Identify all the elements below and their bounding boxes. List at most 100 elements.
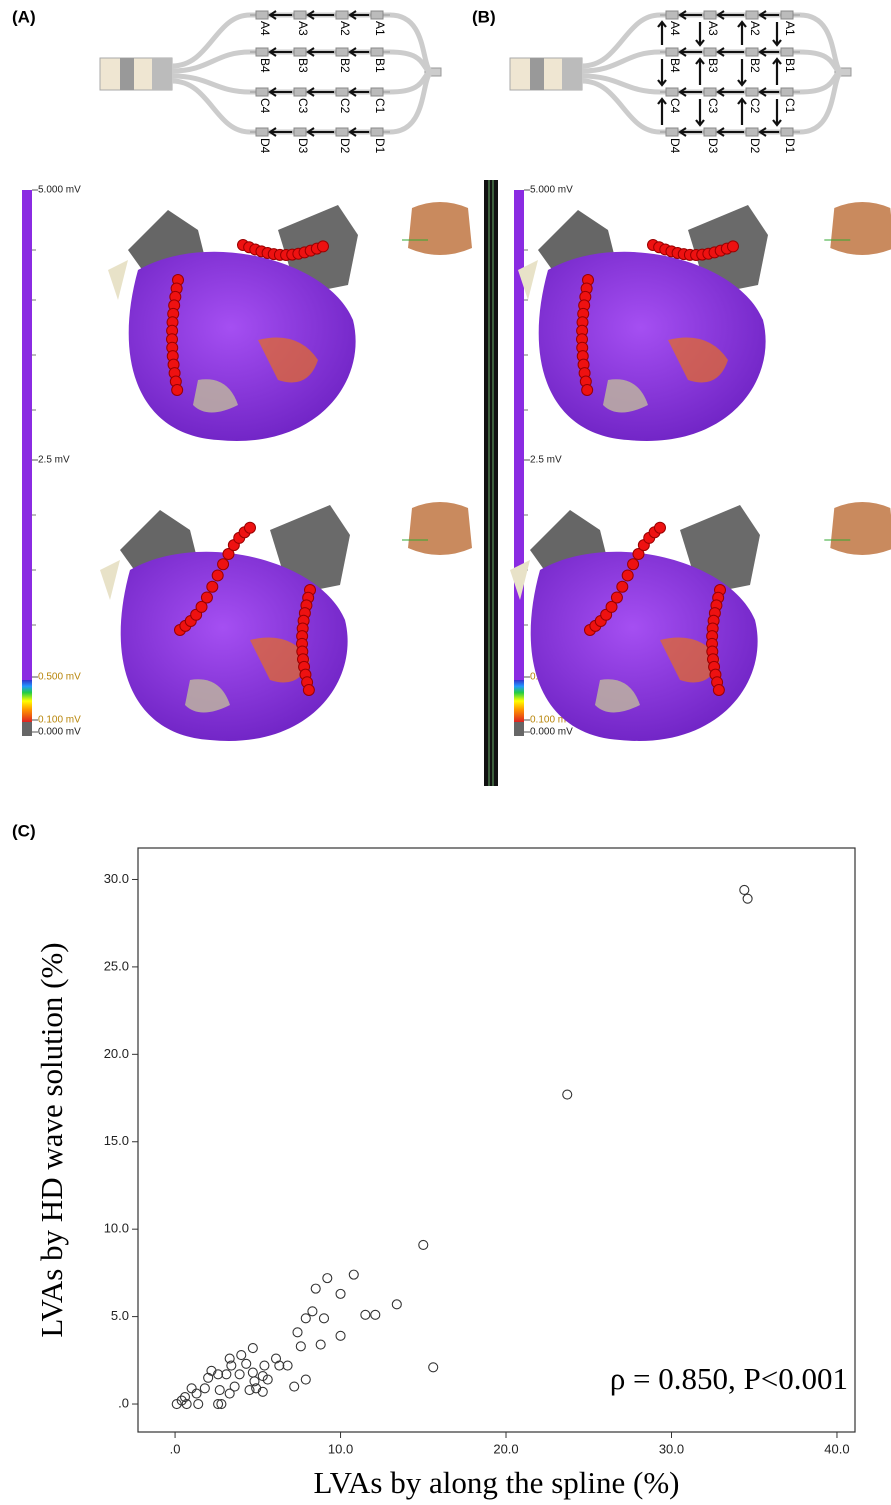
electrode-label: A2: [338, 21, 352, 36]
electrode-label: C2: [748, 98, 762, 114]
electrode: [371, 88, 383, 96]
ablation-point: [622, 570, 633, 581]
electrode: [294, 11, 306, 19]
electrode: [294, 128, 306, 136]
torso-icon: [408, 502, 472, 555]
ablation-point: [212, 570, 223, 581]
x-tick-label: 10.0: [328, 1441, 353, 1456]
colorbar: [22, 722, 32, 736]
colorbar-label: 0.100 mV: [38, 715, 81, 726]
colorbar-label: 0.000 mV: [38, 727, 81, 738]
electrode: [666, 11, 678, 19]
x-tick-label: 20.0: [493, 1441, 518, 1456]
ablation-point: [713, 685, 724, 696]
electrode: [781, 11, 793, 19]
electrode-label: B4: [668, 58, 682, 73]
panel-label: (C): [12, 821, 36, 840]
electrode-label: C1: [783, 98, 797, 114]
electrode-label: D2: [338, 138, 352, 154]
electrode-label: D4: [258, 138, 272, 154]
colorbar-label: 2.5 mV: [530, 455, 562, 466]
electrode: [746, 11, 758, 19]
x-tick-label: 40.0: [824, 1441, 849, 1456]
ablation-point: [628, 559, 639, 570]
electrode-label: B3: [706, 58, 720, 73]
ablation-point: [582, 385, 593, 396]
torso-icon: [830, 502, 891, 555]
electrode: [336, 48, 348, 56]
ablation-point: [318, 241, 329, 252]
ablation-point: [218, 559, 229, 570]
catheter-band: [562, 58, 582, 90]
colorbar: [514, 190, 524, 680]
electrode: [746, 128, 758, 136]
ablation-point: [207, 581, 218, 592]
annotation: ρ = 0.850, P<0.001: [610, 1361, 848, 1396]
electrode: [336, 11, 348, 19]
electrode-label: C4: [258, 98, 272, 114]
electrode-label: A3: [706, 21, 720, 36]
electrode: [256, 128, 268, 136]
ablation-point: [728, 241, 739, 252]
electrode: [294, 88, 306, 96]
x-tick-label: 30.0: [659, 1441, 684, 1456]
electrode: [336, 88, 348, 96]
ablation-point: [303, 685, 314, 696]
y-tick-label: 20.0: [104, 1046, 129, 1061]
ablation-point: [611, 592, 622, 603]
electrode: [781, 88, 793, 96]
electrode: [256, 48, 268, 56]
electrode: [256, 11, 268, 19]
electrode-label: C3: [706, 98, 720, 114]
electrode-label: B1: [783, 58, 797, 73]
y-tick-label: .0: [118, 1395, 129, 1410]
colorbar-label: 5.000 mV: [530, 185, 573, 196]
electrode-label: A3: [296, 21, 310, 36]
torso-icon: [408, 202, 472, 255]
electrode-label: C3: [296, 98, 310, 114]
colorbar: [22, 680, 32, 722]
y-tick-label: 30.0: [104, 871, 129, 886]
colorbar-label: 5.000 mV: [38, 185, 81, 196]
y-tick-label: 15.0: [104, 1133, 129, 1148]
figure: (A) (B) (C) A1A2A3A4B1B2B3B4C1C2C3C4D1D2…: [0, 0, 891, 1505]
ablation-point: [245, 522, 256, 533]
ablation-point: [201, 592, 212, 603]
electrode: [666, 88, 678, 96]
electrode-label: A1: [373, 21, 387, 36]
y-tick-label: 10.0: [104, 1221, 129, 1236]
electrode-label: B4: [258, 58, 272, 73]
electrode-label: B2: [338, 58, 352, 73]
electrode-label: B2: [748, 58, 762, 73]
electrode: [704, 128, 716, 136]
electrode: [294, 48, 306, 56]
y-axis-title: LVAs by HD wave solution (%): [34, 942, 69, 1337]
electrode-label: D1: [783, 138, 797, 154]
electrode-label: D4: [668, 138, 682, 154]
catheter-band: [152, 58, 172, 90]
electrode-label: A4: [668, 21, 682, 36]
electrode-label: D3: [706, 138, 720, 154]
divider: [484, 180, 498, 786]
electrode: [371, 11, 383, 19]
electrode-label: D3: [296, 138, 310, 154]
electrode: [746, 88, 758, 96]
ablation-point: [617, 581, 628, 592]
colorbar: [22, 190, 32, 680]
electrode-label: B1: [373, 58, 387, 73]
catheter-band: [530, 58, 544, 90]
catheter-band: [120, 58, 134, 90]
electrode-label: A4: [258, 21, 272, 36]
electrode: [256, 88, 268, 96]
electrode: [336, 128, 348, 136]
electrode: [666, 48, 678, 56]
x-tick-label: .0: [170, 1441, 181, 1456]
y-tick-label: 25.0: [104, 958, 129, 973]
ablation-point: [172, 385, 183, 396]
panel-label: (A): [12, 7, 36, 26]
electrode-label: A2: [748, 21, 762, 36]
colorbar: [514, 680, 524, 722]
electrode-label: D1: [373, 138, 387, 154]
colorbar-label: 0.000 mV: [530, 727, 573, 738]
electrode: [704, 48, 716, 56]
